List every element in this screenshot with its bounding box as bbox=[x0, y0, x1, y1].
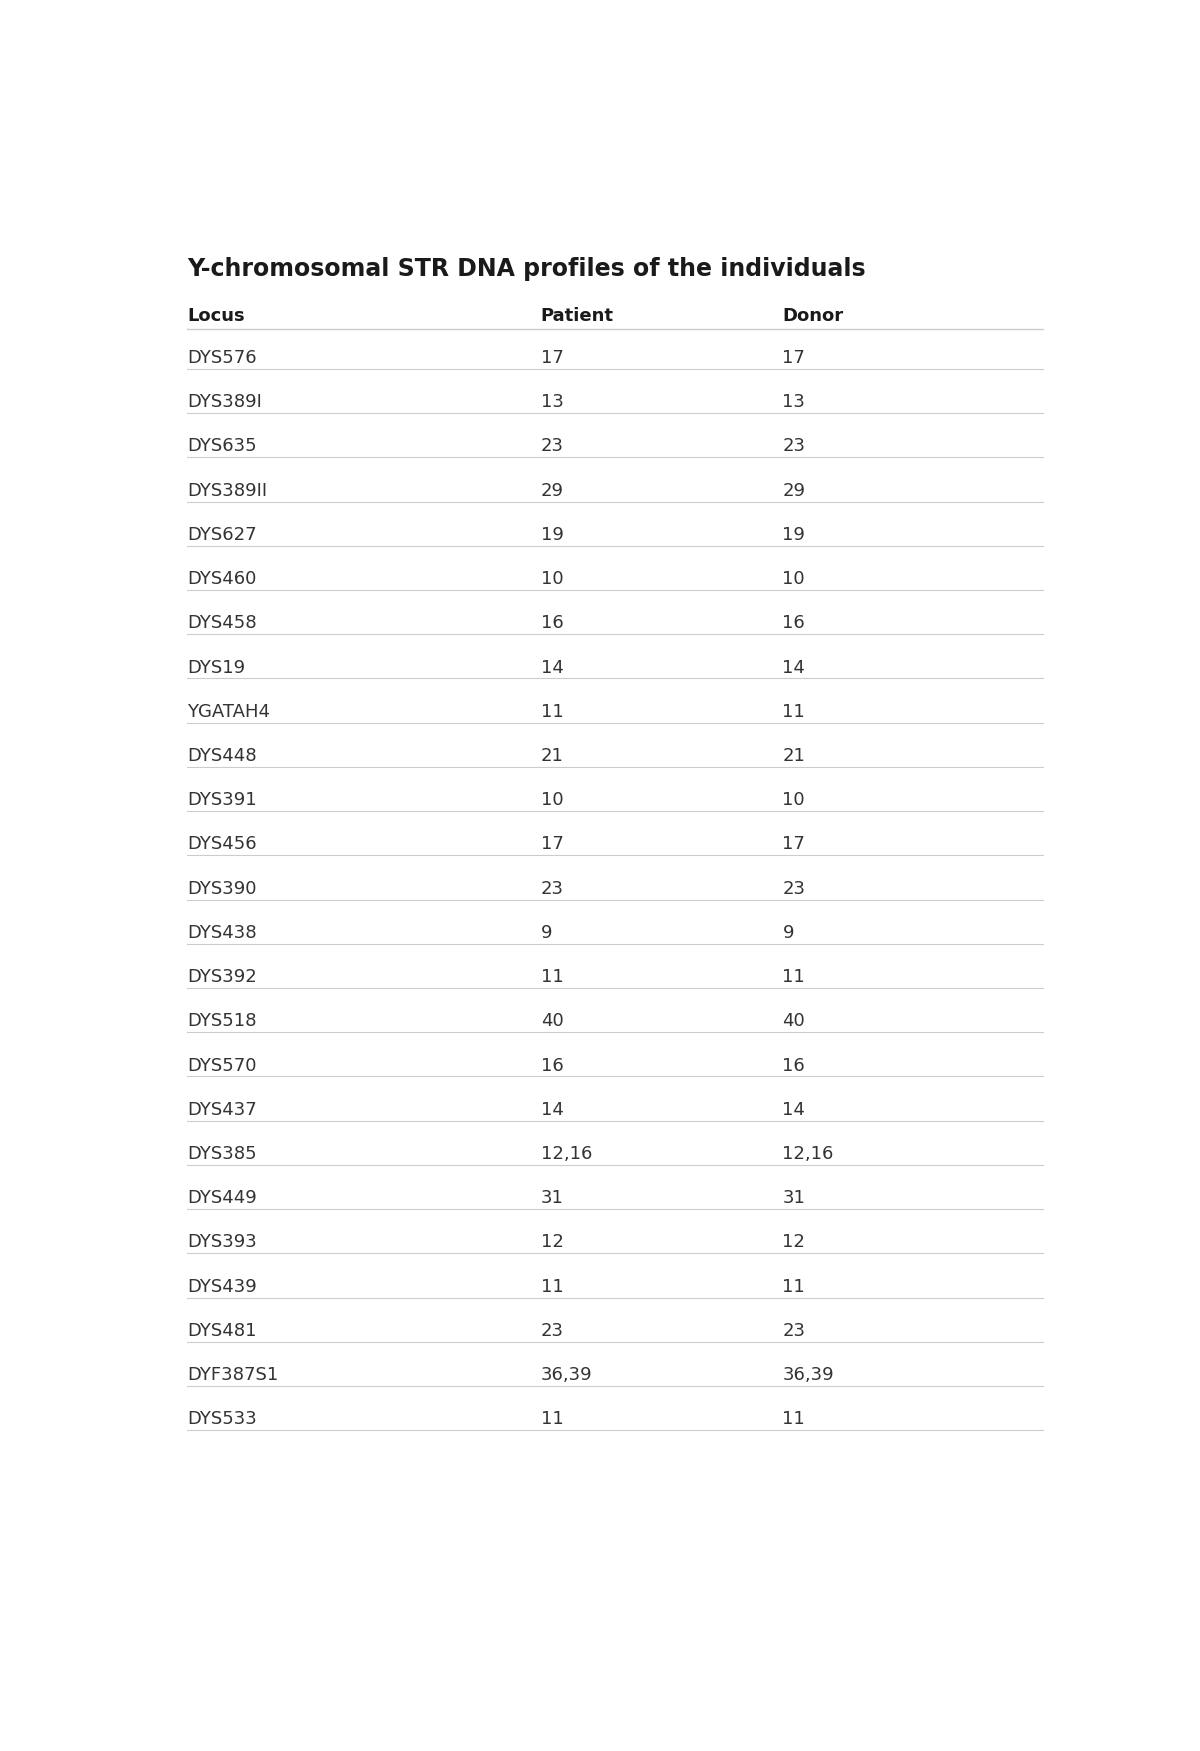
Text: 10: 10 bbox=[782, 791, 805, 809]
Text: DYS627: DYS627 bbox=[187, 525, 257, 545]
Text: 21: 21 bbox=[540, 748, 564, 765]
Text: 16: 16 bbox=[782, 615, 805, 632]
Text: DYS389I: DYS389I bbox=[187, 394, 262, 411]
Text: Locus: Locus bbox=[187, 306, 245, 326]
Text: 14: 14 bbox=[540, 658, 564, 676]
Text: DYS385: DYS385 bbox=[187, 1145, 257, 1163]
Text: 11: 11 bbox=[782, 1410, 805, 1429]
Text: DYS393: DYS393 bbox=[187, 1233, 257, 1252]
Text: 16: 16 bbox=[540, 615, 563, 632]
Text: 19: 19 bbox=[782, 525, 805, 545]
Text: 14: 14 bbox=[782, 658, 805, 676]
Text: 9: 9 bbox=[782, 925, 794, 942]
Text: 23: 23 bbox=[540, 879, 564, 898]
Text: DYS391: DYS391 bbox=[187, 791, 257, 809]
Text: 29: 29 bbox=[782, 482, 805, 499]
Text: DYS481: DYS481 bbox=[187, 1322, 257, 1340]
Text: 23: 23 bbox=[540, 438, 564, 455]
Text: 12,16: 12,16 bbox=[540, 1145, 592, 1163]
Text: 31: 31 bbox=[782, 1189, 805, 1206]
Text: 23: 23 bbox=[782, 879, 805, 898]
Text: 16: 16 bbox=[540, 1056, 563, 1075]
Text: 12: 12 bbox=[540, 1233, 564, 1252]
Text: DYS389II: DYS389II bbox=[187, 482, 268, 499]
Text: DYS458: DYS458 bbox=[187, 615, 257, 632]
Text: 23: 23 bbox=[782, 1322, 805, 1340]
Text: 11: 11 bbox=[782, 1278, 805, 1296]
Text: DYS437: DYS437 bbox=[187, 1101, 257, 1119]
Text: DYS456: DYS456 bbox=[187, 835, 257, 853]
Text: DYS392: DYS392 bbox=[187, 968, 257, 986]
Text: 23: 23 bbox=[540, 1322, 564, 1340]
Text: 11: 11 bbox=[540, 1278, 563, 1296]
Text: 31: 31 bbox=[540, 1189, 564, 1206]
Text: 16: 16 bbox=[782, 1056, 805, 1075]
Text: DYS635: DYS635 bbox=[187, 438, 257, 455]
Text: 12,16: 12,16 bbox=[782, 1145, 834, 1163]
Text: YGATAH4: YGATAH4 bbox=[187, 702, 270, 721]
Text: 23: 23 bbox=[782, 438, 805, 455]
Text: DYS438: DYS438 bbox=[187, 925, 257, 942]
Text: Patient: Patient bbox=[540, 306, 613, 326]
Text: 13: 13 bbox=[782, 394, 805, 411]
Text: DYS390: DYS390 bbox=[187, 879, 257, 898]
Text: DYS439: DYS439 bbox=[187, 1278, 257, 1296]
Text: 17: 17 bbox=[782, 348, 805, 368]
Text: 40: 40 bbox=[540, 1012, 563, 1030]
Text: 9: 9 bbox=[540, 925, 552, 942]
Text: 11: 11 bbox=[782, 702, 805, 721]
Text: 10: 10 bbox=[540, 791, 563, 809]
Text: DYF387S1: DYF387S1 bbox=[187, 1366, 278, 1383]
Text: 10: 10 bbox=[540, 571, 563, 588]
Text: DYS570: DYS570 bbox=[187, 1056, 257, 1075]
Text: 13: 13 bbox=[540, 394, 564, 411]
Text: 17: 17 bbox=[540, 835, 564, 853]
Text: 10: 10 bbox=[782, 571, 805, 588]
Text: 36,39: 36,39 bbox=[782, 1366, 834, 1383]
Text: 17: 17 bbox=[540, 348, 564, 368]
Text: DYS533: DYS533 bbox=[187, 1410, 257, 1429]
Text: Donor: Donor bbox=[782, 306, 844, 326]
Text: 36,39: 36,39 bbox=[540, 1366, 593, 1383]
Text: DYS448: DYS448 bbox=[187, 748, 257, 765]
Text: DYS460: DYS460 bbox=[187, 571, 257, 588]
Text: 21: 21 bbox=[782, 748, 805, 765]
Text: DYS518: DYS518 bbox=[187, 1012, 257, 1030]
Text: 12: 12 bbox=[782, 1233, 805, 1252]
Text: 17: 17 bbox=[782, 835, 805, 853]
Text: 19: 19 bbox=[540, 525, 564, 545]
Text: 11: 11 bbox=[540, 702, 563, 721]
Text: 11: 11 bbox=[540, 968, 563, 986]
Text: 14: 14 bbox=[540, 1101, 564, 1119]
Text: 11: 11 bbox=[540, 1410, 563, 1429]
Text: 40: 40 bbox=[782, 1012, 805, 1030]
Text: 29: 29 bbox=[540, 482, 564, 499]
Text: 14: 14 bbox=[782, 1101, 805, 1119]
Text: Y-chromosomal STR DNA profiles of the individuals: Y-chromosomal STR DNA profiles of the in… bbox=[187, 257, 866, 282]
Text: DYS19: DYS19 bbox=[187, 658, 245, 676]
Text: 11: 11 bbox=[782, 968, 805, 986]
Text: DYS576: DYS576 bbox=[187, 348, 257, 368]
Text: DYS449: DYS449 bbox=[187, 1189, 257, 1206]
